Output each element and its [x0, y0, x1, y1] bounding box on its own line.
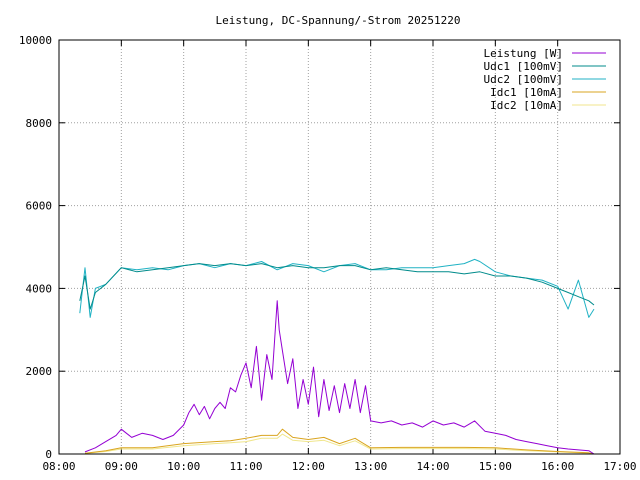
legend-label: Udc2 [100mV] — [484, 73, 563, 86]
grid — [58, 39, 621, 455]
x-tick-label: 09:00 — [105, 460, 138, 473]
y-tick-label: 0 — [45, 448, 52, 461]
x-tick-label: 16:00 — [541, 460, 574, 473]
x-tick-label: 10:00 — [167, 460, 200, 473]
y-tick-label: 6000 — [26, 200, 53, 213]
legend: Leistung [W]Udc1 [100mV]Udc2 [100mV]Idc1… — [484, 47, 606, 112]
x-tick-label: 15:00 — [479, 460, 512, 473]
legend-label: Idc1 [10mA] — [490, 86, 563, 99]
series-line-1 — [79, 263, 595, 310]
y-tick-label: 8000 — [26, 117, 53, 130]
plot-frame — [58, 39, 621, 455]
chart-title: Leistung, DC-Spannung/-Strom 20251220 — [215, 14, 460, 27]
x-tick-label: 13:00 — [354, 460, 387, 473]
y-tick-label: 4000 — [26, 282, 53, 295]
series-line-2 — [79, 258, 595, 318]
legend-label: Leistung [W] — [484, 47, 563, 60]
series-line-3 — [84, 428, 595, 455]
x-tick-label: 08:00 — [42, 460, 75, 473]
x-axis-tick-labels: 08:00 09:00 10:00 11:00 12:00 13:00 14:00 15:00… — [42, 460, 636, 473]
series-lines — [79, 258, 595, 455]
y-tick-label: 2000 — [26, 365, 53, 378]
x-tick-label: 12:00 — [292, 460, 325, 473]
series-line-0 — [84, 300, 595, 455]
legend-label: Udc1 [100mV] — [484, 60, 563, 73]
x-tick-label: 17:00 — [603, 460, 636, 473]
y-axis-tick-labels: 0 2000 4000 6000 8000 10000 — [19, 34, 52, 461]
y-tick-label: 10000 — [19, 34, 52, 47]
x-tick-label: 11:00 — [229, 460, 262, 473]
x-tick-label: 14:00 — [416, 460, 449, 473]
legend-label: Idc2 [10mA] — [490, 99, 563, 112]
series-line-4 — [84, 433, 595, 455]
